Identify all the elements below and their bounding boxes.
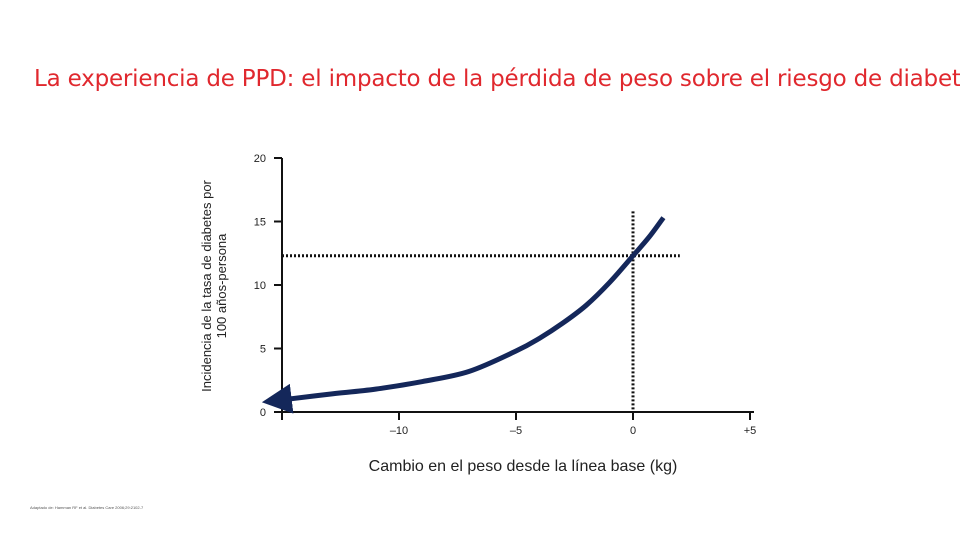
x-axis-title: Cambio en el peso desde la línea base (k… xyxy=(369,458,678,475)
slide-title: La experiencia de PPD: el impacto de la … xyxy=(34,66,960,92)
x-tick-label: –5 xyxy=(510,425,522,437)
series-line xyxy=(261,216,666,414)
y-axis-title-line: Incidencia de la tasa de diabetes por xyxy=(199,179,214,391)
x-tick-label: –10 xyxy=(390,425,408,437)
y-tick-label: 10 xyxy=(254,280,266,292)
source-note: Adaptado de: Hamman RF et al. Diabetes C… xyxy=(30,505,144,510)
y-tick-label: 15 xyxy=(254,217,266,229)
y-tick-label: 5 xyxy=(260,344,266,356)
x-tick-label: +5 xyxy=(744,425,757,437)
x-tick-label: 0 xyxy=(630,425,636,437)
y-axis-title: Incidencia de la tasa de diabetes por100… xyxy=(199,179,229,391)
y-tick-label: 0 xyxy=(260,407,266,419)
y-axis-title-line: 100 años-persona xyxy=(214,233,229,339)
y-tick-label: 20 xyxy=(254,153,266,165)
